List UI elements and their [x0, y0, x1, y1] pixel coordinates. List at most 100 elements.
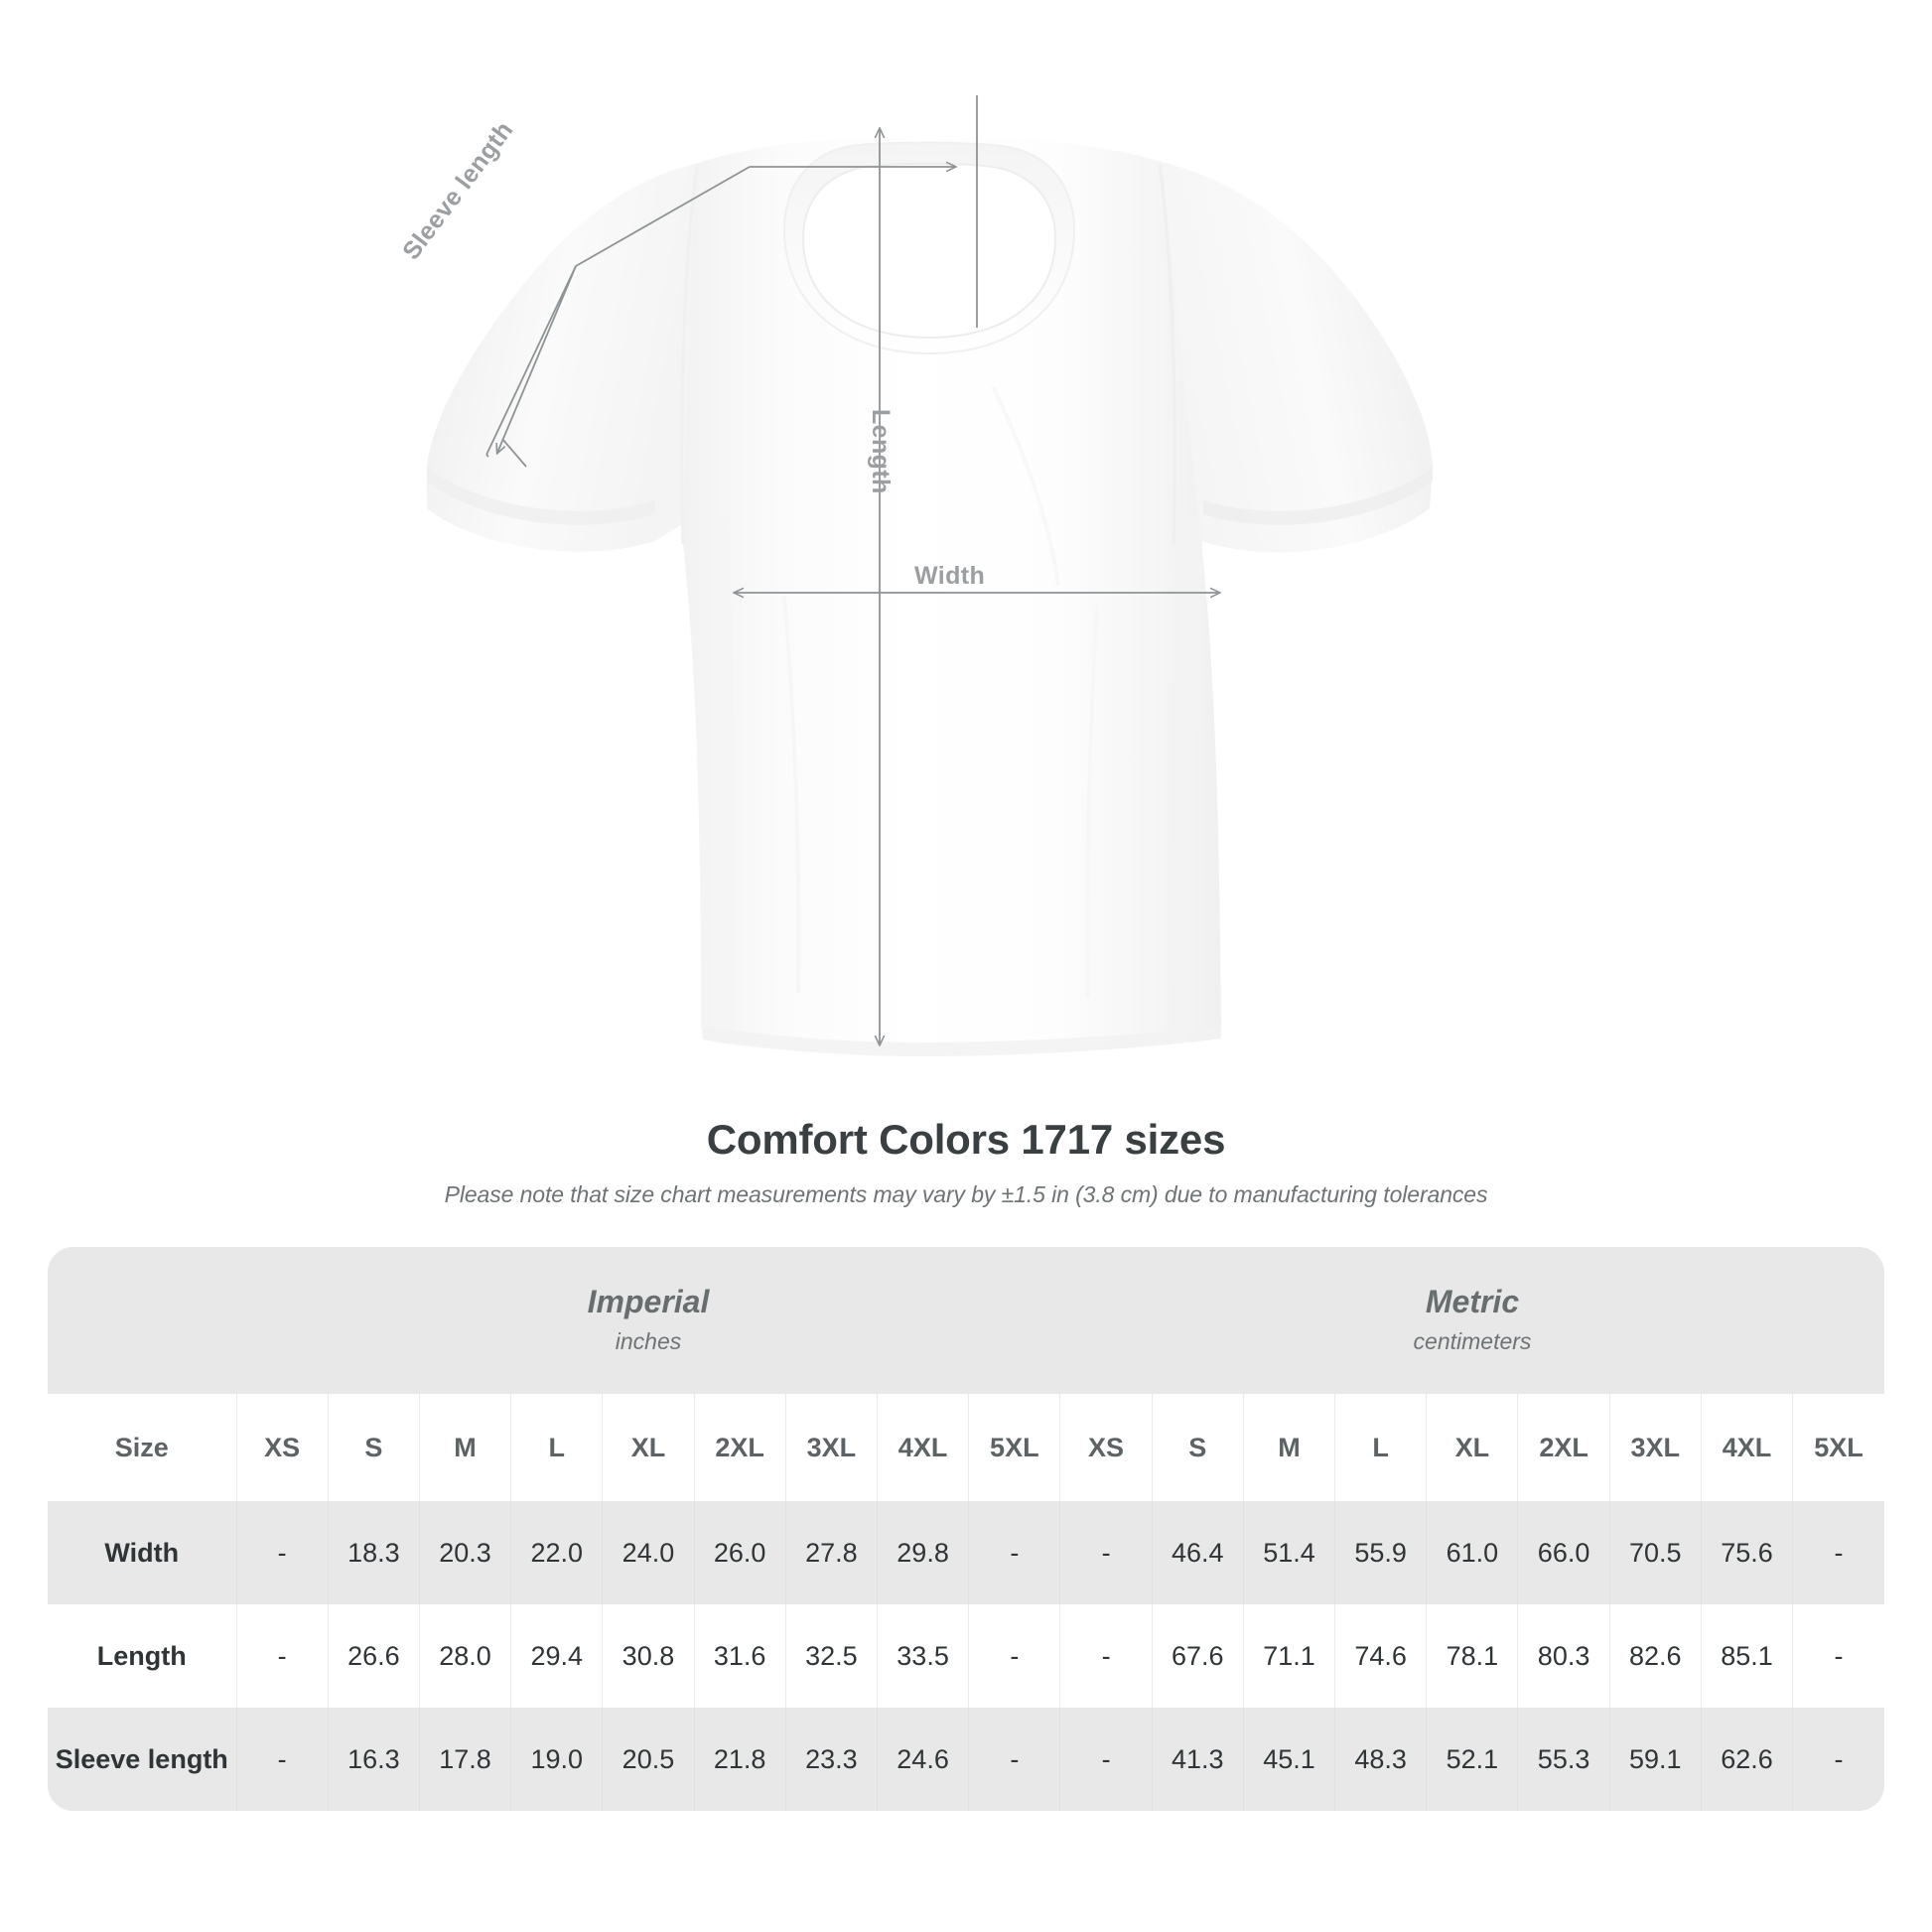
unit-sub-metric: centimeters: [1413, 1327, 1532, 1354]
cell-width-metric-4xl: 75.6: [1701, 1501, 1794, 1604]
cell-width-imperial-xl: 24.0: [602, 1501, 695, 1604]
cell-length-imperial-5xl: -: [968, 1604, 1061, 1708]
cell-sleeve-imperial-m: 17.8: [419, 1708, 512, 1811]
cell-length-metric-2xl: 80.3: [1517, 1604, 1610, 1708]
cell-sleeve-imperial-4xl: 24.6: [877, 1708, 970, 1811]
size-header-metric-l: L: [1334, 1394, 1428, 1501]
table-row: Sleeve length - 16.3 17.8 19.0 20.5 21.8…: [48, 1708, 1884, 1811]
sleeve-leader-bend: [575, 166, 751, 267]
cell-width-metric-2xl: 66.0: [1517, 1501, 1610, 1604]
unit-name-metric: Metric: [1425, 1284, 1520, 1320]
cell-length-metric-xs: -: [1059, 1604, 1153, 1708]
row-label-sleeve-length: Sleeve length: [48, 1708, 237, 1811]
cell-sleeve-metric-5xl: -: [1792, 1708, 1884, 1811]
cell-length-imperial-s: 26.6: [328, 1604, 420, 1708]
cell-length-metric-3xl: 82.6: [1609, 1604, 1702, 1708]
cell-length-imperial-m: 28.0: [419, 1604, 512, 1708]
size-header-imperial-xs: XS: [236, 1394, 329, 1501]
cell-length-metric-s: 67.6: [1152, 1604, 1244, 1708]
cell-length-imperial-3xl: 32.5: [785, 1604, 878, 1708]
size-header-metric-2xl: 2XL: [1517, 1394, 1610, 1501]
page-title: Comfort Colors 1717 sizes: [706, 1116, 1226, 1163]
chart-heading-block: Comfort Colors 1717 sizes Please note th…: [0, 1112, 1932, 1208]
cell-sleeve-imperial-2xl: 21.8: [694, 1708, 786, 1811]
sleeve-measure-line-joint: [485, 454, 489, 458]
cell-length-metric-l: 74.6: [1334, 1604, 1428, 1708]
row-label-length: Length: [48, 1604, 237, 1708]
cell-length-imperial-xl: 30.8: [602, 1604, 695, 1708]
unit-cell-metric: Metric centimeters: [1059, 1247, 1884, 1394]
size-header-metric-m: M: [1243, 1394, 1336, 1501]
cell-length-imperial-l: 29.4: [510, 1604, 604, 1708]
cell-sleeve-imperial-l: 19.0: [510, 1708, 604, 1811]
cell-width-imperial-3xl: 27.8: [785, 1501, 878, 1604]
table-row: Width - 18.3 20.3 22.0 24.0 26.0 27.8 29…: [48, 1501, 1884, 1604]
size-header-metric-xl: XL: [1426, 1394, 1519, 1501]
cell-length-metric-4xl: 85.1: [1701, 1604, 1794, 1708]
size-header-metric-xs: XS: [1059, 1394, 1153, 1501]
size-chart-table-wrap: Imperial inches Metric centimeters Size …: [48, 1247, 1884, 1811]
cell-sleeve-metric-l: 48.3: [1334, 1708, 1428, 1811]
length-label: Length: [867, 409, 895, 494]
table-row: Length - 26.6 28.0 29.4 30.8 31.6 32.5 3…: [48, 1604, 1884, 1708]
size-header-imperial-2xl: 2XL: [694, 1394, 786, 1501]
size-header-imperial-5xl: 5XL: [968, 1394, 1061, 1501]
cell-width-imperial-4xl: 29.8: [877, 1501, 970, 1604]
row-label-width: Width: [48, 1501, 237, 1604]
size-header-metric-4xl: 4XL: [1701, 1394, 1794, 1501]
cell-sleeve-metric-4xl: 62.6: [1701, 1708, 1794, 1811]
cell-width-imperial-l: 22.0: [510, 1501, 604, 1604]
cell-width-metric-l: 55.9: [1334, 1501, 1428, 1604]
cell-sleeve-metric-xl: 52.1: [1426, 1708, 1519, 1811]
unit-name-imperial: Imperial: [587, 1284, 710, 1320]
cell-width-imperial-m: 20.3: [419, 1501, 512, 1604]
size-header-metric-s: S: [1152, 1394, 1244, 1501]
cell-sleeve-imperial-xl: 20.5: [602, 1708, 695, 1811]
size-header-imperial-3xl: 3XL: [785, 1394, 878, 1501]
cell-sleeve-metric-xs: -: [1059, 1708, 1153, 1811]
unit-cell-imperial: Imperial inches: [236, 1247, 1060, 1394]
size-header-imperial-xl: XL: [602, 1394, 695, 1501]
cell-width-metric-m: 51.4: [1243, 1501, 1336, 1604]
cell-length-metric-xl: 78.1: [1426, 1604, 1519, 1708]
width-label: Width: [914, 562, 986, 590]
cell-sleeve-metric-m: 45.1: [1243, 1708, 1336, 1811]
tolerance-note: Please note that size chart measurements…: [444, 1181, 1488, 1207]
cell-width-metric-xs: -: [1059, 1501, 1153, 1604]
size-header-imperial-s: S: [328, 1394, 420, 1501]
cell-sleeve-imperial-3xl: 23.3: [785, 1708, 878, 1811]
unit-banner-spacer: [48, 1247, 237, 1394]
cell-width-metric-s: 46.4: [1152, 1501, 1244, 1604]
cell-width-metric-xl: 61.0: [1426, 1501, 1519, 1604]
cell-sleeve-imperial-5xl: -: [968, 1708, 1061, 1811]
cell-sleeve-metric-s: 41.3: [1152, 1708, 1244, 1811]
unit-banner-row: Imperial inches Metric centimeters: [48, 1247, 1884, 1394]
size-header-label: Size: [48, 1394, 237, 1501]
size-header-metric-5xl: 5XL: [1792, 1394, 1884, 1501]
cell-width-metric-3xl: 70.5: [1609, 1501, 1702, 1604]
cell-length-metric-m: 71.1: [1243, 1604, 1336, 1708]
tshirt-illustration: [427, 95, 1433, 1056]
sleeve-end-tick: [501, 438, 527, 468]
cell-sleeve-imperial-xs: -: [236, 1708, 329, 1811]
cell-length-imperial-4xl: 33.5: [877, 1604, 970, 1708]
size-header-imperial-m: M: [419, 1394, 512, 1501]
cell-sleeve-metric-2xl: 55.3: [1517, 1708, 1610, 1811]
size-header-metric-3xl: 3XL: [1609, 1394, 1702, 1501]
cell-width-imperial-2xl: 26.0: [694, 1501, 786, 1604]
cell-sleeve-metric-3xl: 59.1: [1609, 1708, 1702, 1811]
measurement-lines: [485, 95, 1219, 1044]
size-header-row: Size XS S M L XL 2XL 3XL 4XL 5XL XS S M …: [48, 1394, 1884, 1501]
sleeve-measure-line-upper: [485, 265, 577, 456]
cell-length-metric-5xl: -: [1792, 1604, 1884, 1708]
cell-length-imperial-2xl: 31.6: [694, 1604, 786, 1708]
size-header-imperial-4xl: 4XL: [877, 1394, 970, 1501]
cell-width-imperial-s: 18.3: [328, 1501, 420, 1604]
unit-sub-imperial: inches: [615, 1327, 682, 1354]
cell-sleeve-imperial-s: 16.3: [328, 1708, 420, 1811]
cell-width-imperial-xs: -: [236, 1501, 329, 1604]
cell-width-imperial-5xl: -: [968, 1501, 1061, 1604]
cell-width-metric-5xl: -: [1792, 1501, 1884, 1604]
cell-length-imperial-xs: -: [236, 1604, 329, 1708]
tshirt-shape: [427, 137, 1433, 1056]
